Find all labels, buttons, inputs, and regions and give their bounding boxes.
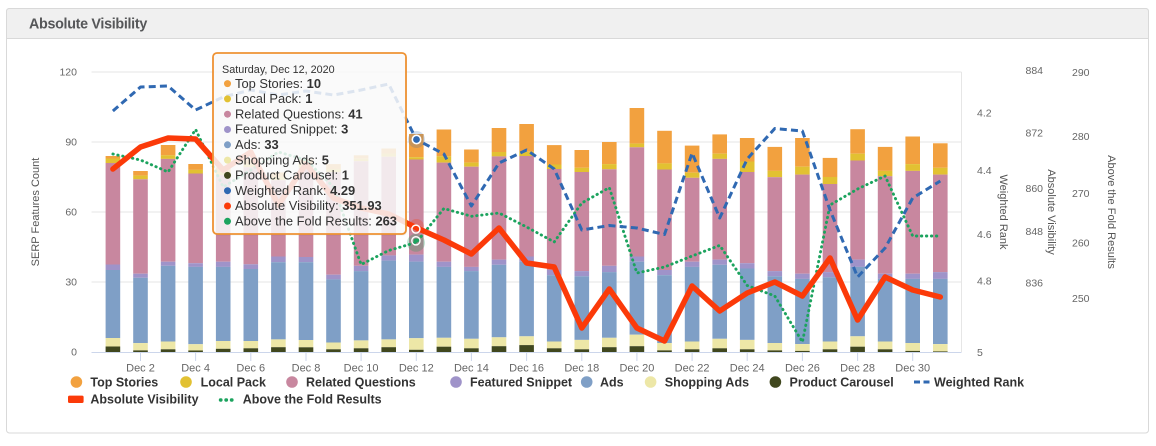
svg-text:848: 848 [1026,226,1044,238]
svg-text:Dec 20: Dec 20 [619,363,654,375]
svg-text:Top Stories: Top Stories [90,376,158,390]
svg-text:Ads: 33: Ads: 33 [235,137,279,152]
svg-text:290: 290 [1072,67,1090,79]
svg-text:836: 836 [1026,278,1044,290]
svg-text:Dec 14: Dec 14 [454,363,489,375]
svg-text:Dec 16: Dec 16 [509,363,544,375]
svg-text:Related Questions: 41: Related Questions: 41 [235,106,363,121]
svg-text:872: 872 [1026,128,1044,140]
svg-text:Product Carousel: 1: Product Carousel: 1 [235,168,349,183]
svg-text:Featured Snippet: Featured Snippet [470,376,573,390]
svg-text:Shopping Ads: 5: Shopping Ads: 5 [235,152,329,167]
svg-text:Featured Snippet: 3: Featured Snippet: 3 [235,122,348,137]
svg-text:120: 120 [59,67,77,79]
svg-text:Dec 4: Dec 4 [181,363,210,375]
svg-text:Dec 28: Dec 28 [840,363,875,375]
svg-text:Local Pack: Local Pack [201,376,266,390]
svg-text:Absolute Visibility: 351.93: Absolute Visibility: 351.93 [235,198,382,213]
svg-text:Dec 12: Dec 12 [399,363,434,375]
svg-text:280: 280 [1072,131,1090,143]
svg-text:Above the Fold Results: Above the Fold Results [243,393,382,407]
svg-text:5: 5 [977,347,983,359]
svg-text:Absolute Visibility: Absolute Visibility [90,393,198,407]
svg-text:250: 250 [1072,293,1090,305]
svg-text:Saturday, Dec 12, 2020: Saturday, Dec 12, 2020 [222,64,335,76]
svg-text:Related Questions: Related Questions [306,376,416,390]
svg-text:260: 260 [1072,238,1090,250]
svg-text:Weighted Rank: Weighted Rank [934,376,1024,390]
svg-text:4.6: 4.6 [977,229,992,241]
svg-text:Local Pack: 1: Local Pack: 1 [235,91,312,106]
svg-text:4.8: 4.8 [977,275,992,287]
svg-text:Dec 30: Dec 30 [895,363,930,375]
svg-text:60: 60 [65,207,77,219]
svg-text:90: 90 [65,137,77,149]
svg-text:Absolute Visibility: Absolute Visibility [29,17,147,33]
svg-text:Weighted Rank: Weighted Rank [997,174,1009,250]
svg-text:Dec 26: Dec 26 [785,363,820,375]
svg-text:270: 270 [1072,188,1090,200]
svg-text:SERP Features Count: SERP Features Count [30,158,42,267]
svg-text:860: 860 [1026,183,1044,195]
svg-text:Dec 8: Dec 8 [292,363,321,375]
svg-text:Product Carousel: Product Carousel [790,376,894,390]
svg-text:30: 30 [65,277,77,289]
svg-text:Above the Fold Results: 263: Above the Fold Results: 263 [235,214,397,229]
svg-text:Dec 2: Dec 2 [126,363,155,375]
svg-text:0: 0 [71,347,77,359]
svg-text:Above the Fold Results: Above the Fold Results [1105,155,1117,269]
svg-text:Dec 6: Dec 6 [236,363,265,375]
svg-text:4.4: 4.4 [977,165,992,177]
svg-text:Shopping Ads: Shopping Ads [665,376,749,390]
svg-text:884: 884 [1026,65,1044,77]
svg-text:Top Stories: 10: Top Stories: 10 [235,76,321,91]
svg-text:Dec 24: Dec 24 [730,363,765,375]
svg-text:Ads: Ads [600,376,624,390]
svg-text:Absolute Visibility: Absolute Visibility [1045,169,1057,255]
svg-text:Dec 22: Dec 22 [675,363,710,375]
svg-text:4.2: 4.2 [977,108,992,120]
svg-text:Weighted Rank: 4.29: Weighted Rank: 4.29 [235,183,355,198]
svg-text:Dec 18: Dec 18 [564,363,599,375]
svg-text:Dec 10: Dec 10 [344,363,379,375]
